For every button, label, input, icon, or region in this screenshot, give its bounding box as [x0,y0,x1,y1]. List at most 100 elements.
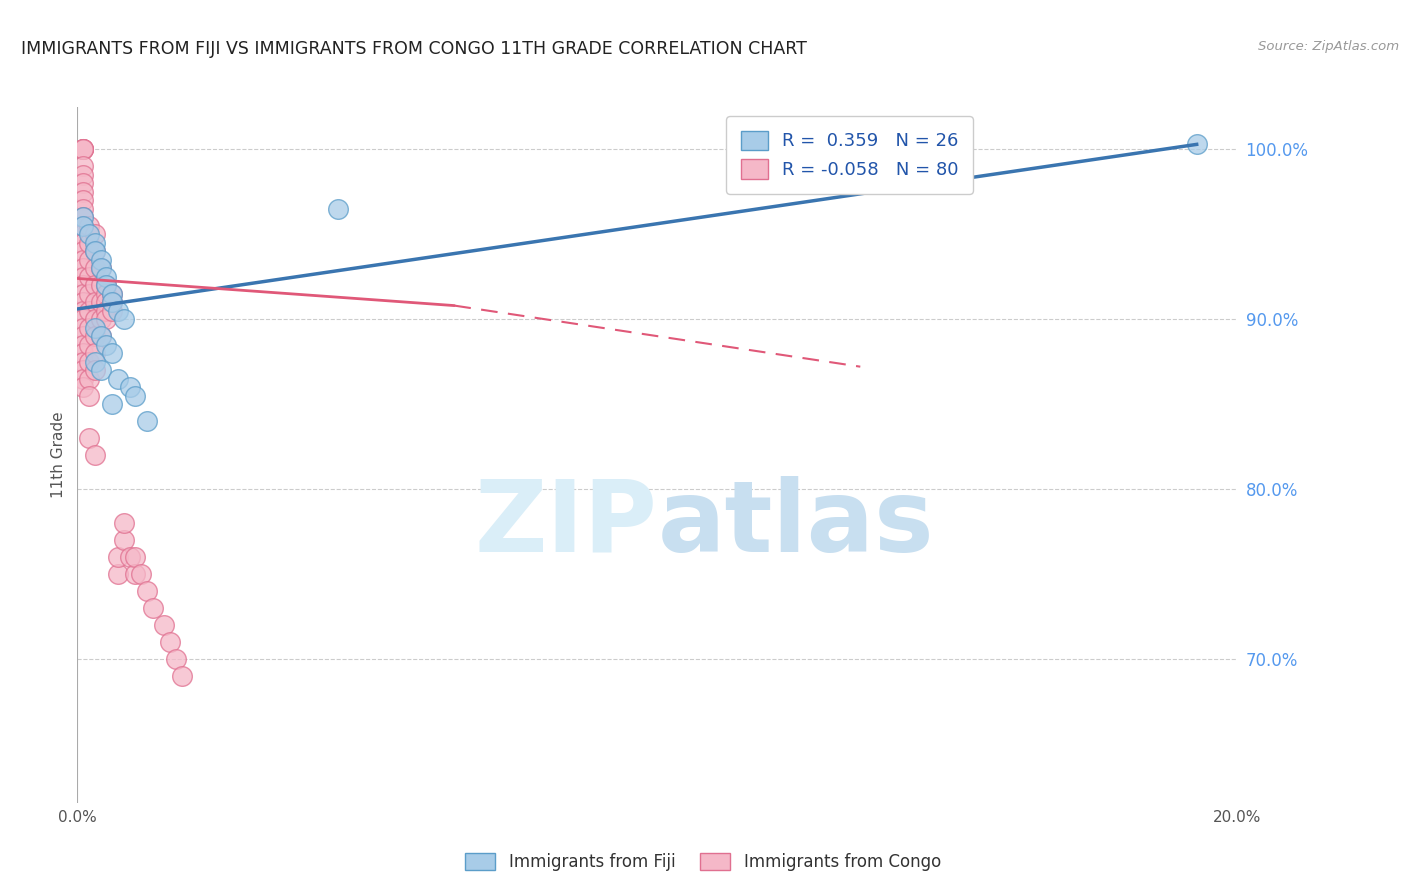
Point [96,303,118,318]
Point [112,516,135,530]
Point [101,286,124,301]
Point [101,303,124,318]
Point [77,337,100,351]
Point [77,388,100,402]
Point [77,227,100,242]
Legend: R =  0.359   N = 26, R = -0.058   N = 80: R = 0.359 N = 26, R = -0.058 N = 80 [725,116,973,194]
Point [72,346,94,360]
Point [72,211,94,225]
Point [72,143,94,157]
Point [77,269,100,284]
Point [83,346,105,360]
Point [77,431,100,445]
Point [112,533,135,547]
Point [124,566,146,581]
Point [77,219,100,233]
Point [159,634,181,648]
Point [83,278,105,293]
Point [83,295,105,310]
Point [72,227,94,242]
Point [83,244,105,259]
Point [72,278,94,293]
Point [72,143,94,157]
Point [72,143,94,157]
Text: atlas: atlas [658,476,934,573]
Point [142,600,165,615]
Point [72,252,94,267]
Point [72,312,94,326]
Point [153,617,176,632]
Point [112,312,135,326]
Point [136,583,159,598]
Point [72,219,94,233]
Point [72,261,94,276]
Point [72,168,94,182]
Point [72,269,94,284]
Point [77,303,100,318]
Point [129,566,152,581]
Point [72,143,94,157]
Point [96,278,118,293]
Point [72,286,94,301]
Point [72,177,94,191]
Point [72,194,94,208]
Point [165,651,187,665]
Point [72,337,94,351]
Point [96,337,118,351]
Point [107,549,129,564]
Point [90,363,111,377]
Point [101,286,124,301]
Text: IMMIGRANTS FROM FIJI VS IMMIGRANTS FROM CONGO 11TH GRADE CORRELATION CHART: IMMIGRANTS FROM FIJI VS IMMIGRANTS FROM … [21,40,807,58]
Point [72,303,94,318]
Point [83,227,105,242]
Point [72,295,94,310]
Point [72,244,94,259]
Point [83,312,105,326]
Point [90,329,111,343]
Point [96,269,118,284]
Point [72,320,94,334]
Point [72,185,94,199]
Point [107,566,129,581]
Point [101,295,124,310]
Point [83,320,105,334]
Point [90,295,111,310]
Point [83,354,105,368]
Point [124,549,146,564]
Point [77,320,100,334]
Point [83,261,105,276]
Point [328,202,350,216]
Point [90,278,111,293]
Text: ZIP: ZIP [474,476,658,573]
Point [101,346,124,360]
Point [72,380,94,394]
Point [72,160,94,174]
Point [83,448,105,462]
Point [77,286,100,301]
Point [72,363,94,377]
Point [101,397,124,411]
Point [96,312,118,326]
Point [96,295,118,310]
Point [72,235,94,250]
Y-axis label: 11th Grade: 11th Grade [51,411,66,499]
Point [96,286,118,301]
Point [72,202,94,216]
Point [83,329,105,343]
Text: Source: ZipAtlas.com: Source: ZipAtlas.com [1258,40,1399,54]
Point [1185,137,1208,152]
Point [118,380,141,394]
Point [170,668,193,682]
Point [90,329,111,343]
Point [83,363,105,377]
Point [90,252,111,267]
Point [107,371,129,385]
Point [101,295,124,310]
Point [90,312,111,326]
Point [72,329,94,343]
Point [83,244,105,259]
Point [77,354,100,368]
Point [83,235,105,250]
Point [77,252,100,267]
Point [136,414,159,428]
